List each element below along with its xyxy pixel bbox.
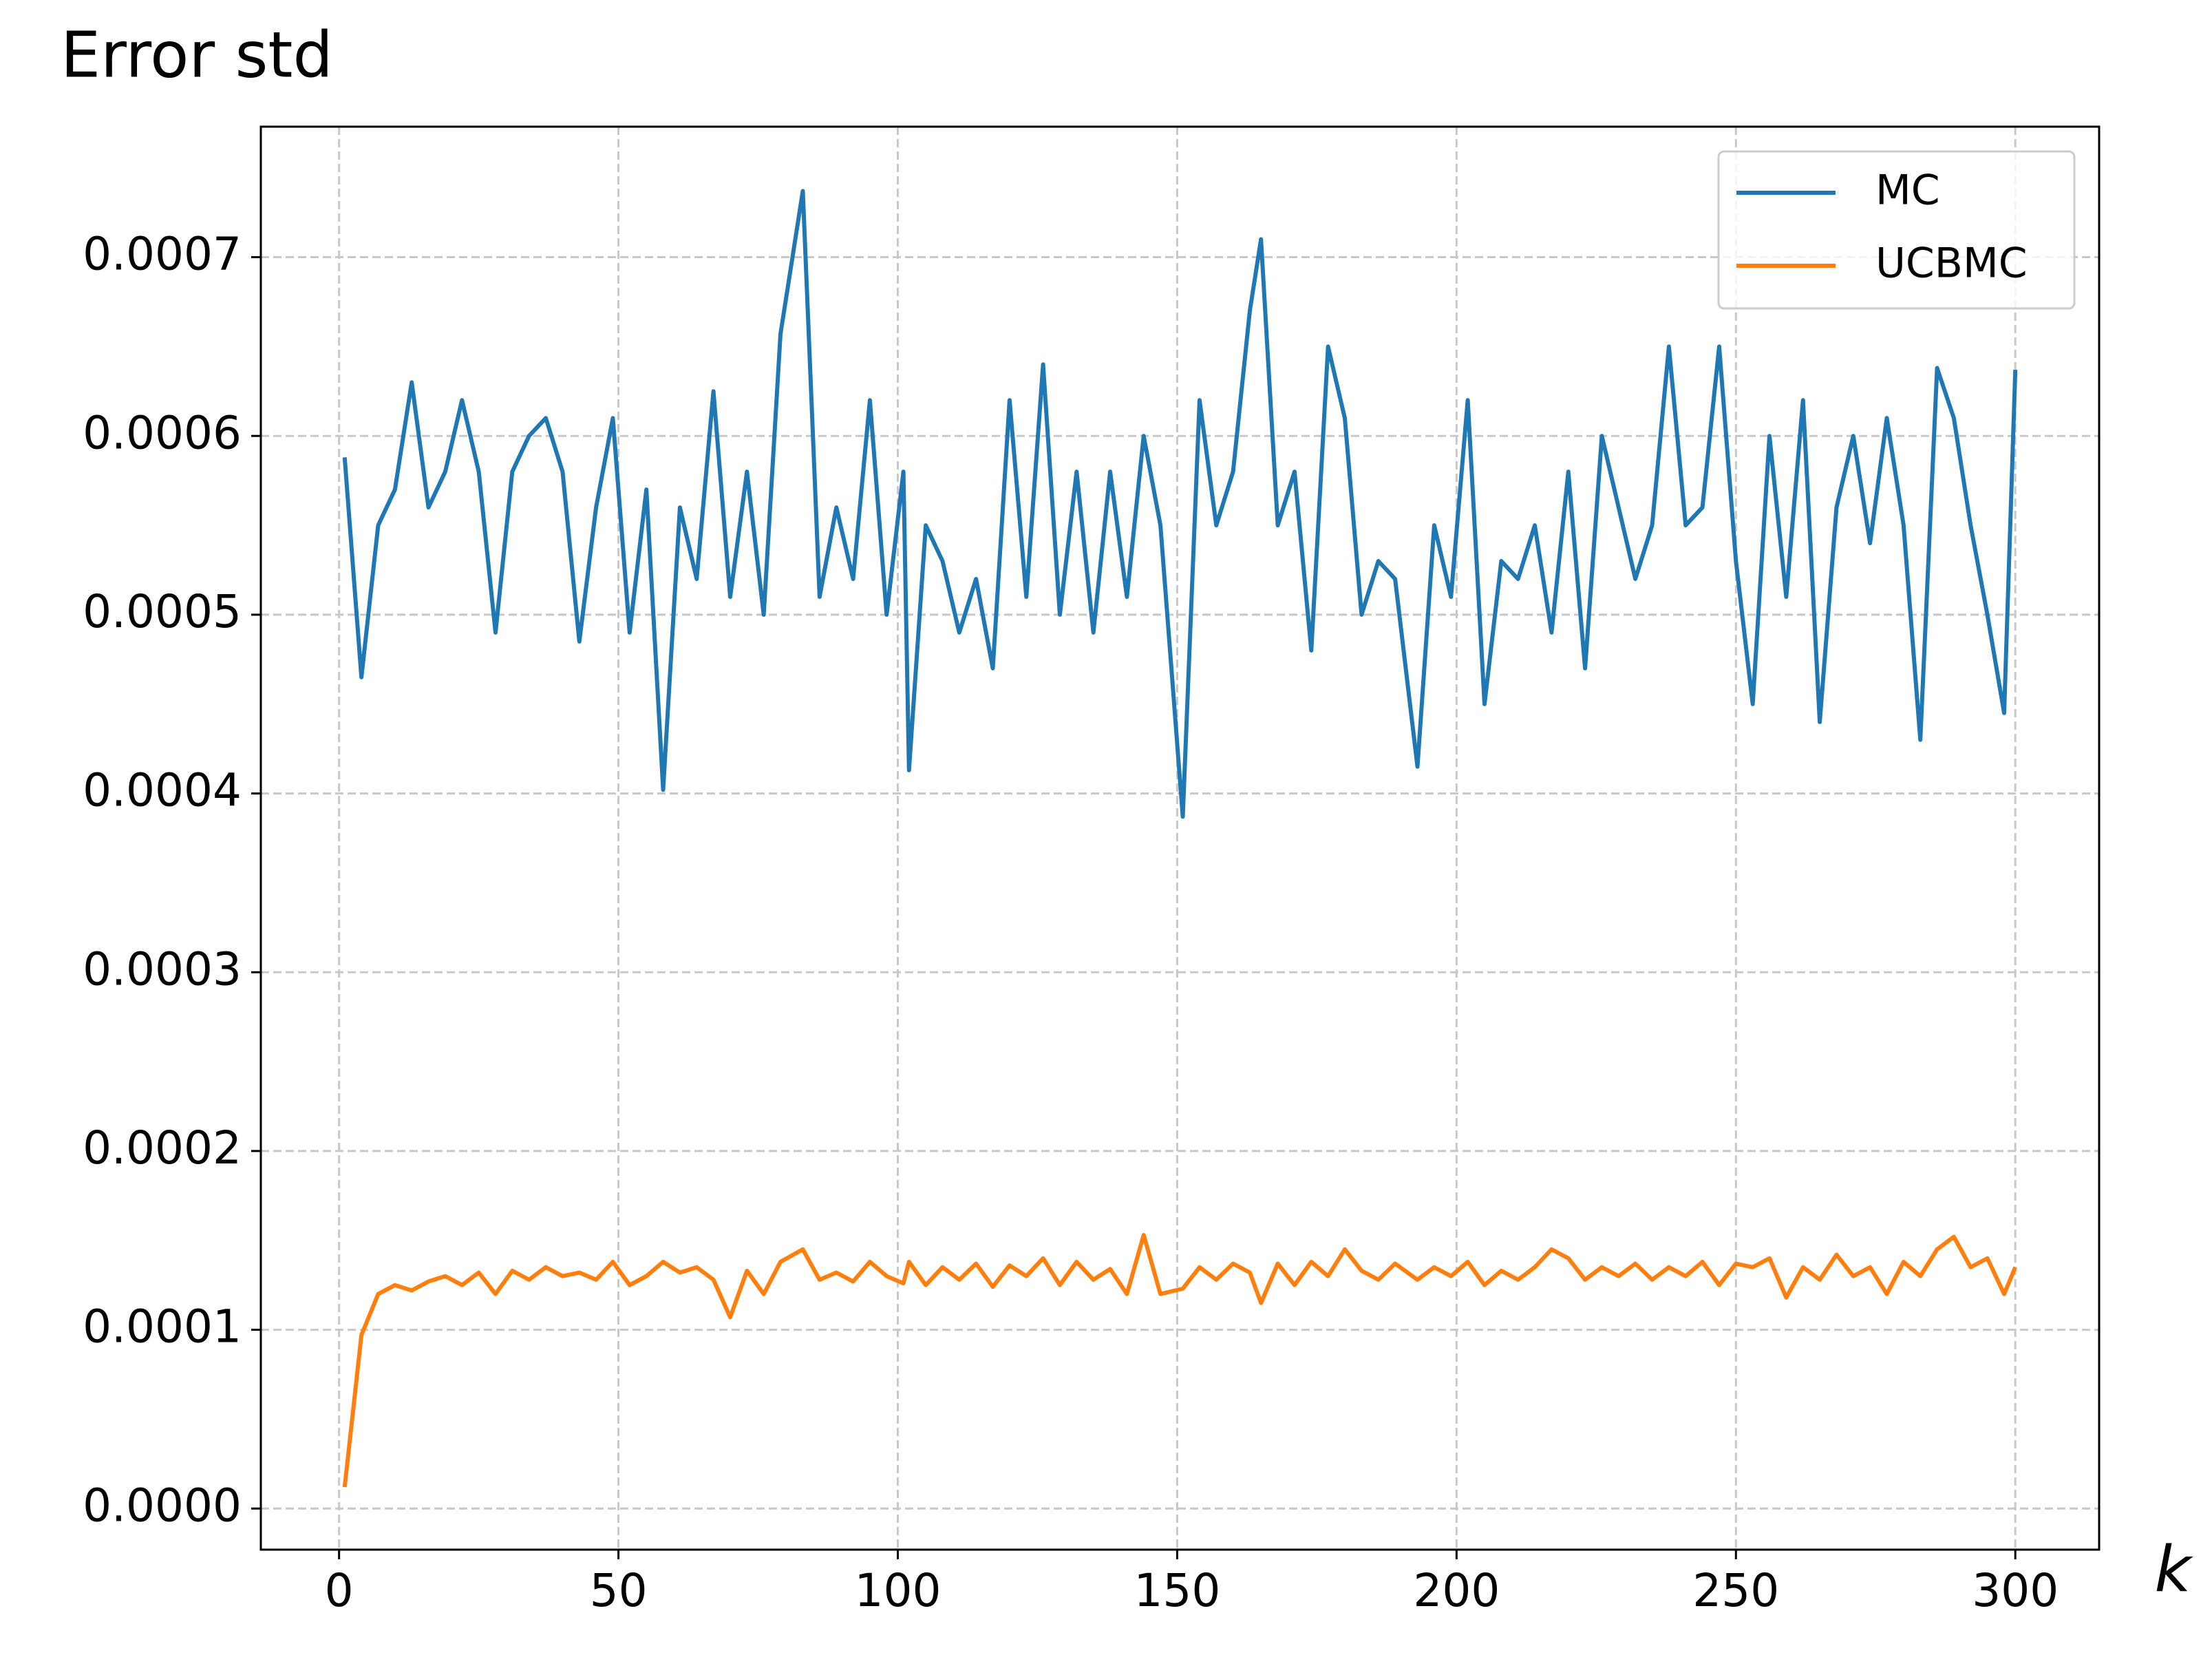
x-tick-label: 150: [1134, 1564, 1220, 1617]
y-tick-label: 0.0006: [83, 406, 242, 459]
x-tick-label: 100: [855, 1564, 942, 1617]
y-tick-label: 0.0001: [83, 1300, 242, 1353]
x-tick-label: 250: [1692, 1564, 1779, 1617]
x-tick-label: 200: [1413, 1564, 1500, 1617]
x-tick-label: 50: [590, 1564, 648, 1617]
series-line: [342, 189, 2018, 819]
y-tick-label: 0.0005: [83, 585, 242, 638]
series-line: [342, 1232, 2017, 1488]
plot-frame: [259, 125, 2101, 1551]
x-tick-label: 300: [1972, 1564, 2059, 1617]
chart-title: Error std: [61, 18, 333, 92]
y-tick-label: 0.0004: [83, 764, 242, 817]
x-axis-label: k: [2154, 1532, 2193, 1606]
legend-label: UCBMC: [1875, 240, 2028, 288]
y-tick-label: 0.0003: [83, 942, 242, 995]
y-tick-label: 0.0007: [83, 228, 242, 281]
legend-label: MC: [1875, 167, 1940, 215]
y-tick-label: 0.0000: [83, 1479, 242, 1532]
y-tick-label: 0.0002: [83, 1121, 242, 1174]
x-tick-label: 0: [325, 1564, 354, 1617]
